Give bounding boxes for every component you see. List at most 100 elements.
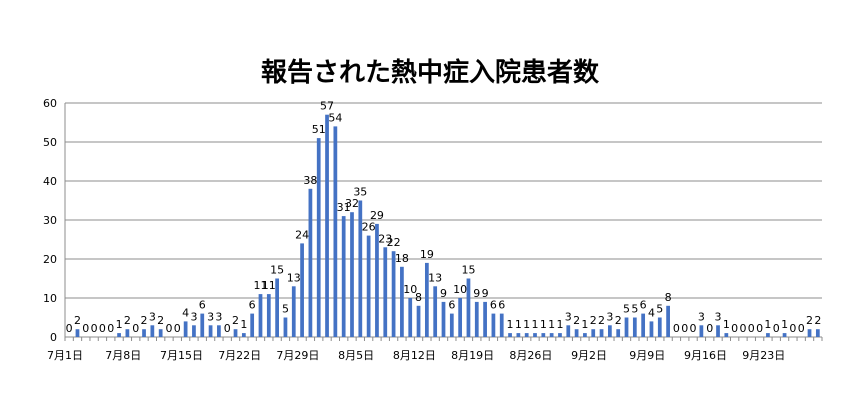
bar xyxy=(783,333,787,337)
bar xyxy=(716,325,720,337)
data-label: 0 xyxy=(789,322,796,335)
x-tick-label: 8月5日 xyxy=(338,349,374,362)
bar xyxy=(641,314,645,337)
data-label: 13 xyxy=(287,271,301,284)
bar xyxy=(766,333,770,337)
bar xyxy=(475,302,479,337)
data-label: 0 xyxy=(731,322,738,335)
bar xyxy=(724,333,728,337)
x-tick-label: 9月9日 xyxy=(629,349,665,362)
y-tick-label: 40 xyxy=(43,175,57,188)
data-label: 2 xyxy=(74,314,81,327)
data-label: 1 xyxy=(548,318,555,331)
bar xyxy=(367,236,371,337)
bar xyxy=(700,325,704,337)
bar xyxy=(275,279,279,338)
bar xyxy=(159,329,163,337)
bar xyxy=(267,294,271,337)
data-label: 0 xyxy=(165,322,172,335)
data-label: 15 xyxy=(461,264,475,277)
data-label: 5 xyxy=(656,303,663,316)
data-label: 6 xyxy=(498,299,505,312)
data-label: 0 xyxy=(773,322,780,335)
bar xyxy=(184,321,188,337)
bar xyxy=(450,314,454,337)
data-label: 9 xyxy=(440,287,447,300)
bar xyxy=(442,302,446,337)
bar xyxy=(483,302,487,337)
data-label: 3 xyxy=(215,310,222,323)
bar xyxy=(342,216,346,337)
data-label: 0 xyxy=(224,322,231,335)
y-tick-label: 20 xyxy=(43,253,57,266)
data-label: 5 xyxy=(282,303,289,316)
y-tick-label: 0 xyxy=(50,331,57,344)
data-label: 1 xyxy=(781,318,788,331)
bar xyxy=(433,286,437,337)
grid-layer xyxy=(65,103,822,298)
bar xyxy=(508,333,512,337)
bar xyxy=(408,298,412,337)
data-label: 1 xyxy=(240,318,247,331)
data-label: 54 xyxy=(328,111,342,124)
bar xyxy=(566,325,570,337)
data-label: 8 xyxy=(415,291,422,304)
bar xyxy=(383,247,387,337)
data-label: 6 xyxy=(490,299,497,312)
data-label: 0 xyxy=(91,322,98,335)
data-label: 2 xyxy=(124,314,131,327)
bar xyxy=(242,333,246,337)
x-tick-label: 7月1日 xyxy=(47,349,83,362)
data-label: 3 xyxy=(149,310,156,323)
data-label: 4 xyxy=(648,306,655,319)
data-label: 0 xyxy=(99,322,106,335)
data-label: 3 xyxy=(207,310,214,323)
bar xyxy=(458,298,462,337)
bar xyxy=(300,243,304,337)
bar xyxy=(209,325,213,337)
bar xyxy=(309,189,313,337)
bar xyxy=(541,333,545,337)
y-tick-label: 30 xyxy=(43,214,57,227)
bar xyxy=(666,306,670,337)
data-label: 2 xyxy=(814,314,821,327)
y-tick-label: 10 xyxy=(43,292,57,305)
data-label: 38 xyxy=(303,174,317,187)
bar xyxy=(816,329,820,337)
data-label: 2 xyxy=(806,314,813,327)
y-tick-label: 50 xyxy=(43,136,57,149)
data-label: 1 xyxy=(764,318,771,331)
data-label: 3 xyxy=(606,310,613,323)
data-label: 0 xyxy=(681,322,688,335)
data-label: 0 xyxy=(82,322,89,335)
data-label: 6 xyxy=(249,299,256,312)
data-label: 1 xyxy=(540,318,547,331)
data-label: 0 xyxy=(706,322,713,335)
data-label: 1 xyxy=(581,318,588,331)
bar xyxy=(317,138,321,337)
data-label: 0 xyxy=(174,322,181,335)
data-label: 3 xyxy=(565,310,572,323)
data-label: 6 xyxy=(640,299,647,312)
bar xyxy=(808,329,812,337)
bar xyxy=(591,329,595,337)
data-label: 35 xyxy=(353,186,367,199)
data-label: 0 xyxy=(798,322,805,335)
bar xyxy=(525,333,529,337)
data-label: 9 xyxy=(482,287,489,300)
data-label: 5 xyxy=(631,303,638,316)
bar xyxy=(575,329,579,337)
data-label: 13 xyxy=(428,271,442,284)
bar xyxy=(516,333,520,337)
data-label: 3 xyxy=(698,310,705,323)
data-label: 0 xyxy=(756,322,763,335)
x-tick-label: 9月16日 xyxy=(684,349,727,362)
x-tick-label: 7月15日 xyxy=(160,349,203,362)
x-tick-label: 7月29日 xyxy=(276,349,319,362)
x-tick-label: 9月23日 xyxy=(742,349,785,362)
data-label: 32 xyxy=(345,197,359,210)
data-label: 4 xyxy=(182,306,189,319)
data-label: 2 xyxy=(573,314,580,327)
bar xyxy=(583,333,587,337)
